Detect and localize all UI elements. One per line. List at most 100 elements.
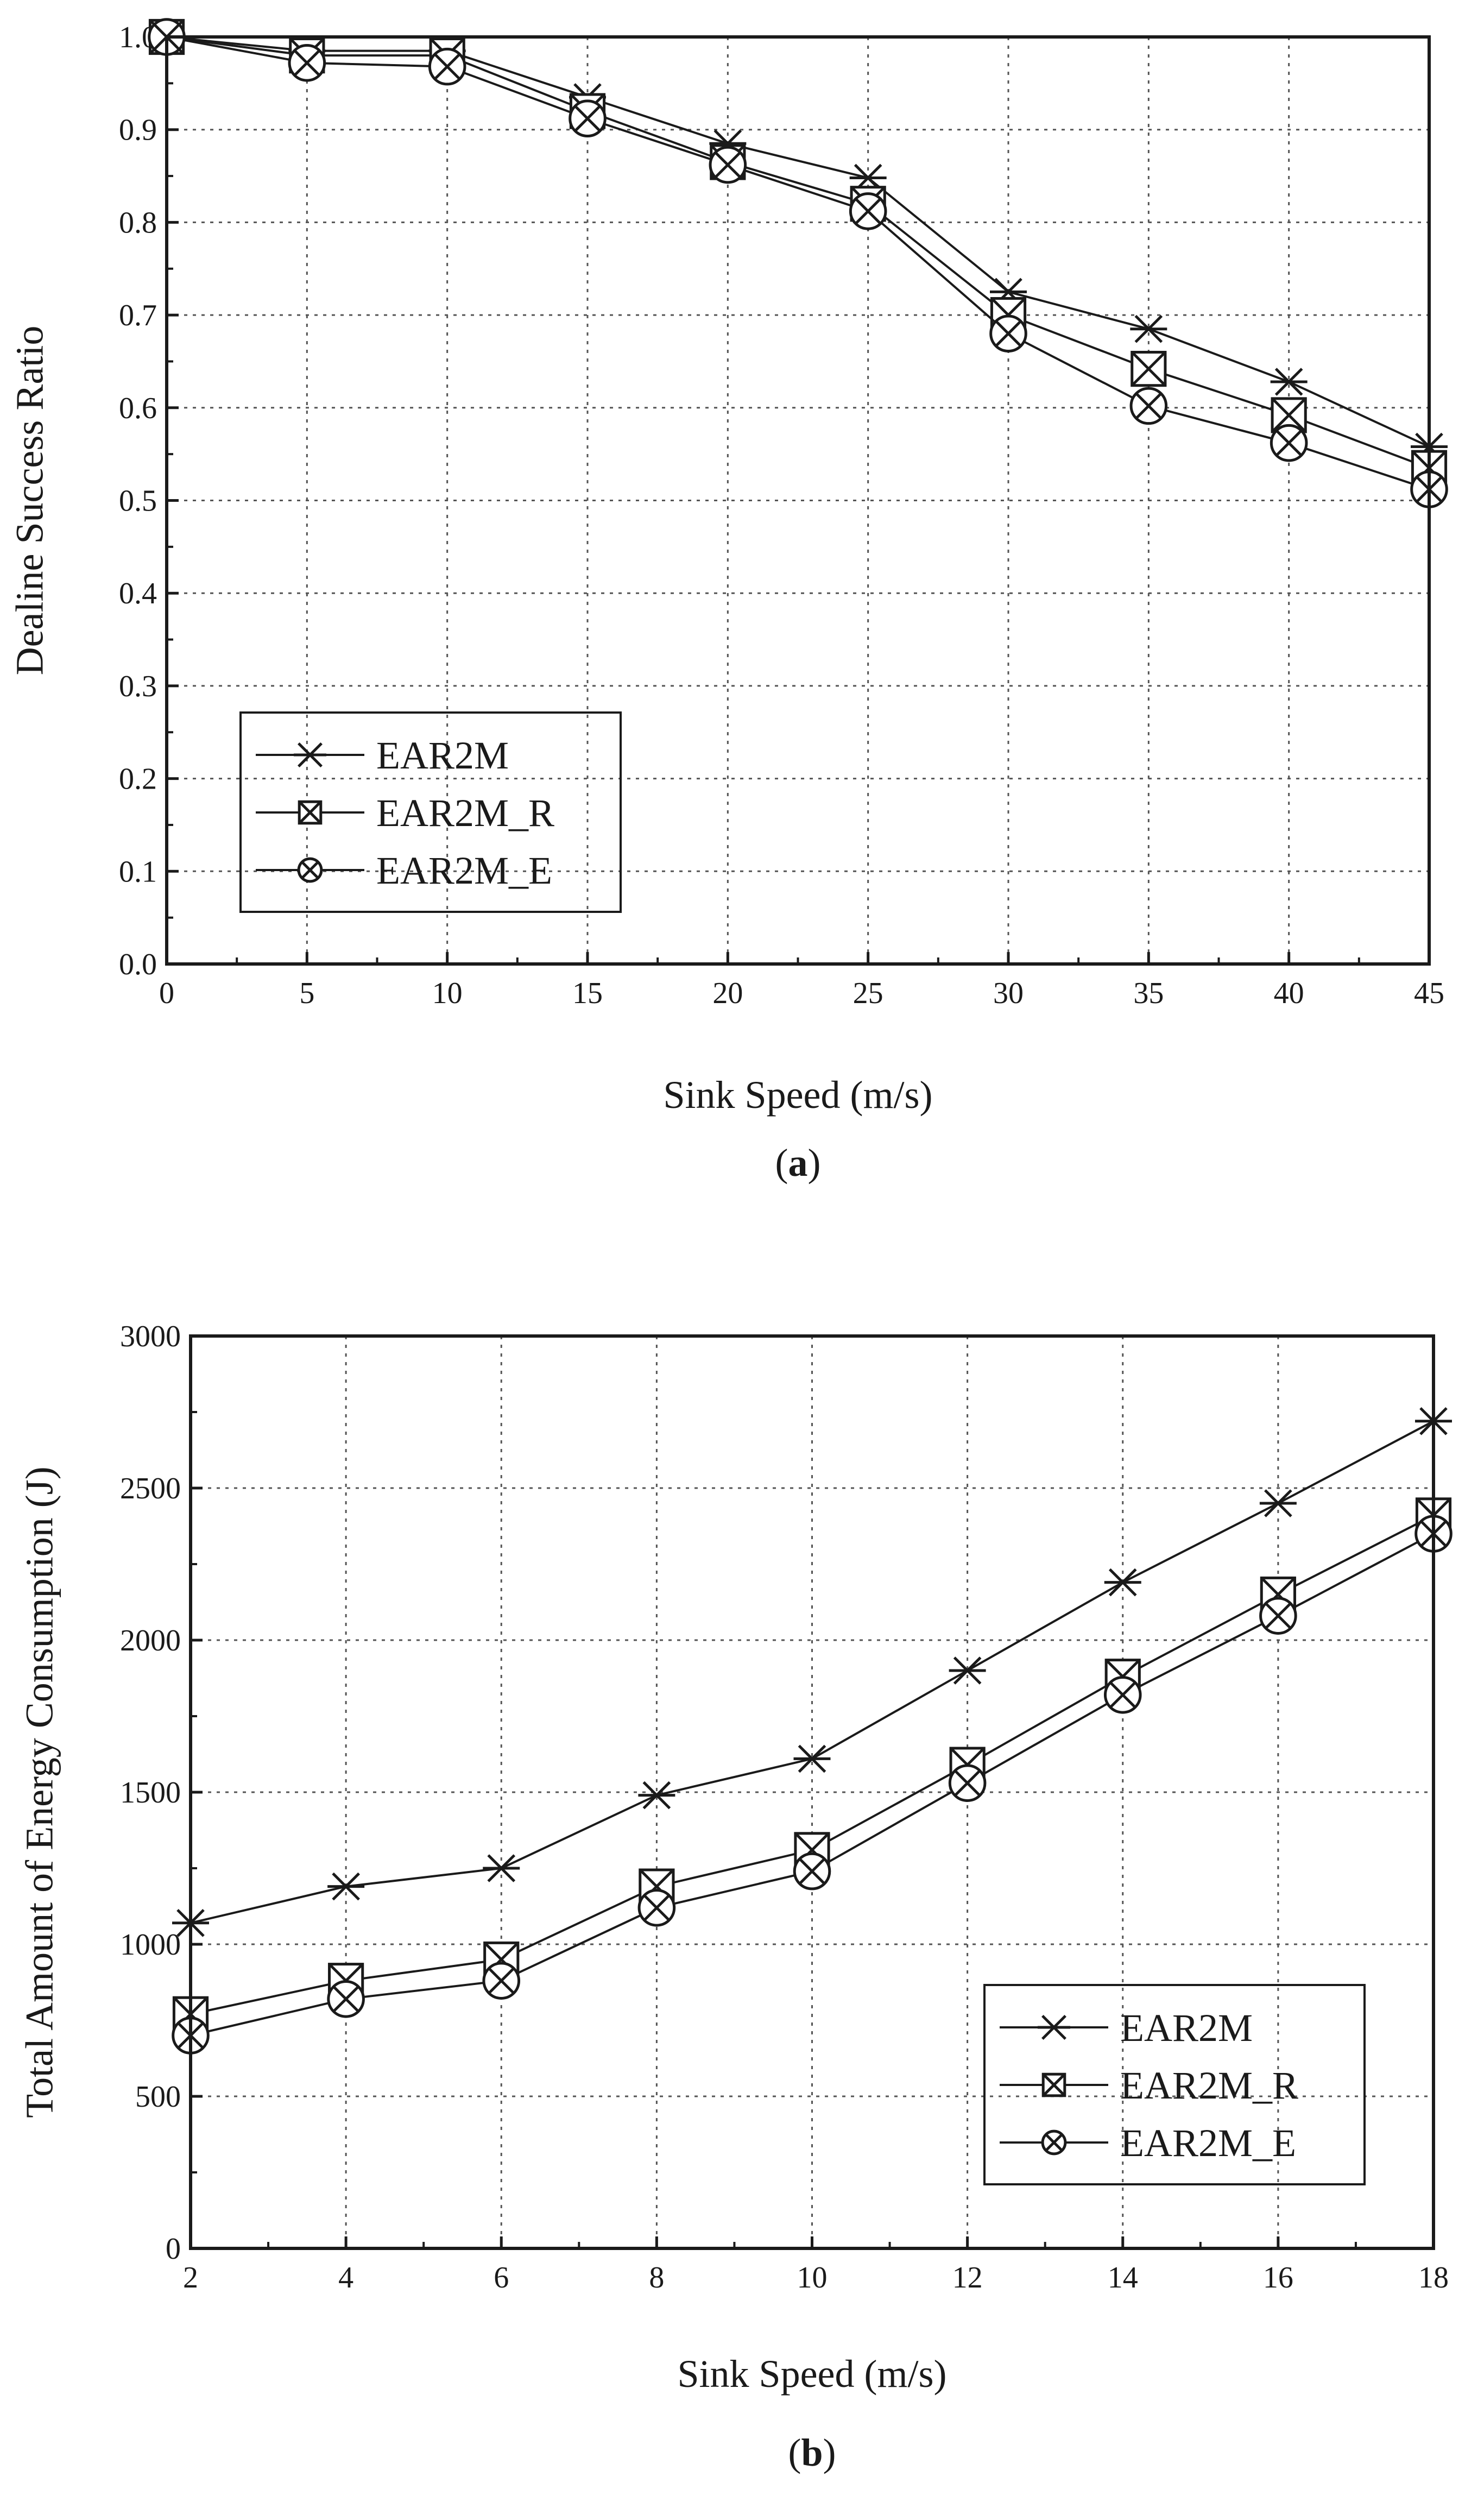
data-point-ear2m-e — [793, 1852, 831, 1891]
legend-label-ear2m-e-b: EAR2M_E — [1120, 2121, 1296, 2165]
x-tick-label: 8 — [649, 2261, 664, 2295]
legend-marker-ear2m — [294, 742, 326, 767]
data-point-ear2m-e — [849, 192, 887, 230]
y-tick-label: 0.3 — [119, 670, 157, 703]
x-tick-label: 30 — [993, 976, 1024, 1010]
x-tick-label: 45 — [1414, 976, 1444, 1010]
data-point-ear2m-e — [482, 1962, 521, 2000]
legend-label-ear2m-e-a: EAR2M_E — [376, 849, 552, 892]
caption-b-label: b — [801, 2431, 823, 2474]
plot-frame-b — [189, 1334, 1435, 2250]
caption-a-label: a — [788, 1141, 808, 1184]
legend-a: EAR2M EAR2M_R EAR2M_E — [239, 711, 622, 913]
legend-label-ear2m-r-b: EAR2M_R — [1120, 2064, 1298, 2107]
legend-label-ear2m-b: EAR2M — [1120, 2006, 1253, 2050]
y-tick-label: 0.6 — [119, 392, 157, 425]
x-axis-label-b: Sink Speed (m/s) — [678, 2352, 947, 2396]
x-ticks-b: 2 4 6 8 10 12 14 16 18 — [183, 2236, 1449, 2295]
legend-marker-ear2m-e — [297, 857, 323, 883]
data-point-ear2m — [1130, 314, 1167, 343]
series-layer-a — [148, 18, 1448, 508]
data-point-ear2m-e — [569, 99, 607, 138]
legend-label-ear2m-a: EAR2M — [376, 734, 509, 777]
data-point-ear2m — [327, 1872, 365, 1901]
gridlines-a — [167, 37, 1429, 964]
legend-marker-ear2m-r — [298, 800, 323, 825]
x-tick-label: 10 — [432, 976, 463, 1010]
data-point-ear2m-e — [327, 1980, 365, 2018]
x-tick-label: 35 — [1133, 976, 1164, 1010]
data-point-ear2m-e — [1270, 424, 1308, 462]
data-point-ear2m-e — [989, 314, 1027, 353]
legend-marker-ear2m-e — [1041, 2129, 1067, 2156]
series-ear2m-e — [148, 18, 1448, 508]
data-point-ear2m-e — [948, 1764, 987, 1802]
legend-entry-ear2m-r-b: EAR2M_R — [1000, 2064, 1298, 2107]
series-ear2m — [148, 23, 1448, 461]
series-ear2m-e — [172, 1515, 1453, 2055]
legend-label-ear2m-r-a: EAR2M_R — [376, 791, 554, 835]
y-tick-label: 0.5 — [119, 484, 157, 518]
legend-entry-ear2m-r-a: EAR2M_R — [256, 791, 554, 835]
series-line-ear2m-e — [166, 36, 1430, 490]
data-point-ear2m — [793, 1744, 831, 1773]
x-tick-label: 20 — [712, 976, 743, 1010]
caption-b-close: ) — [823, 2431, 836, 2474]
legend-marker-ear2m-r — [1041, 2072, 1066, 2097]
data-point-ear2m — [949, 1656, 986, 1685]
data-point-ear2m — [1270, 368, 1308, 396]
legend-entry-ear2m-e-b: EAR2M_E — [1000, 2121, 1296, 2165]
y-tick-label: 0.8 — [119, 206, 157, 240]
data-point-ear2m — [1104, 1568, 1141, 1597]
y-tick-label: 500 — [135, 2080, 181, 2114]
data-point-ear2m-e — [1259, 1597, 1297, 1635]
y-tick-label: 3000 — [120, 1320, 181, 1353]
legend-entry-ear2m-b: EAR2M — [1000, 2006, 1253, 2050]
series-line-ear2m — [166, 36, 1430, 448]
x-tick-label: 12 — [952, 2261, 983, 2295]
data-point-ear2m-e — [709, 146, 747, 184]
legend-box-a — [239, 711, 622, 913]
legend-entry-ear2m-a: EAR2M — [256, 734, 509, 777]
caption-a: (a) — [775, 1141, 821, 1184]
data-point-ear2m-r — [1271, 397, 1307, 433]
y-tick-label: 0 — [166, 2232, 181, 2266]
x-tick-label: 25 — [853, 976, 883, 1010]
legend-b: EAR2M EAR2M_R EAR2M_E — [983, 1984, 1366, 2185]
caption-b: (b) — [788, 2431, 836, 2474]
x-tick-label: 14 — [1108, 2261, 1138, 2295]
y-tick-label: 1000 — [120, 1928, 181, 1962]
x-tick-label: 6 — [494, 2261, 509, 2295]
chart-panel-a: 0.00.10.20.30.40.50.60.70.80.91.0 0 5 10 15… — [8, 18, 1448, 1184]
series-layer-b — [172, 1407, 1453, 2055]
data-point-ear2m-e — [428, 47, 466, 86]
x-tick-label: 18 — [1418, 2261, 1449, 2295]
data-point-ear2m — [483, 1854, 520, 1882]
y-axis-label-b: Total Amount of Energy Consumption (J) — [18, 1466, 61, 2118]
legend-entry-ear2m-e-a: EAR2M_E — [256, 849, 552, 892]
y-axis-label-a: Dealine Success Ratio — [8, 326, 52, 676]
y-tick-label: 2500 — [120, 1472, 181, 1505]
y-tick-label: 0.0 — [119, 948, 157, 981]
x-tick-label: 4 — [338, 2261, 353, 2295]
y-tick-label: 1500 — [120, 1776, 181, 1810]
legend-marker-ear2m — [1038, 2015, 1070, 2040]
x-tick-label: 40 — [1274, 976, 1304, 1010]
y-tick-label: 0.4 — [119, 577, 157, 610]
y-tick-label: 0.7 — [119, 299, 157, 332]
y-tick-label: 0.9 — [119, 114, 157, 147]
caption-a-close: ) — [808, 1141, 821, 1184]
x-tick-label: 10 — [797, 2261, 828, 2295]
y-tick-label: 2000 — [120, 1624, 181, 1658]
data-point-ear2m-e — [1129, 387, 1168, 425]
gridlines-b — [191, 1336, 1434, 2248]
x-tick-label: 5 — [299, 976, 314, 1010]
series-line-ear2m-r — [166, 36, 1430, 469]
data-point-ear2m-e — [637, 1889, 676, 1927]
x-tick-label: 15 — [572, 976, 603, 1010]
series-ear2m-r — [148, 18, 1448, 486]
series-line-ear2m-e — [190, 1533, 1434, 2037]
caption-b-open: ( — [788, 2431, 801, 2474]
